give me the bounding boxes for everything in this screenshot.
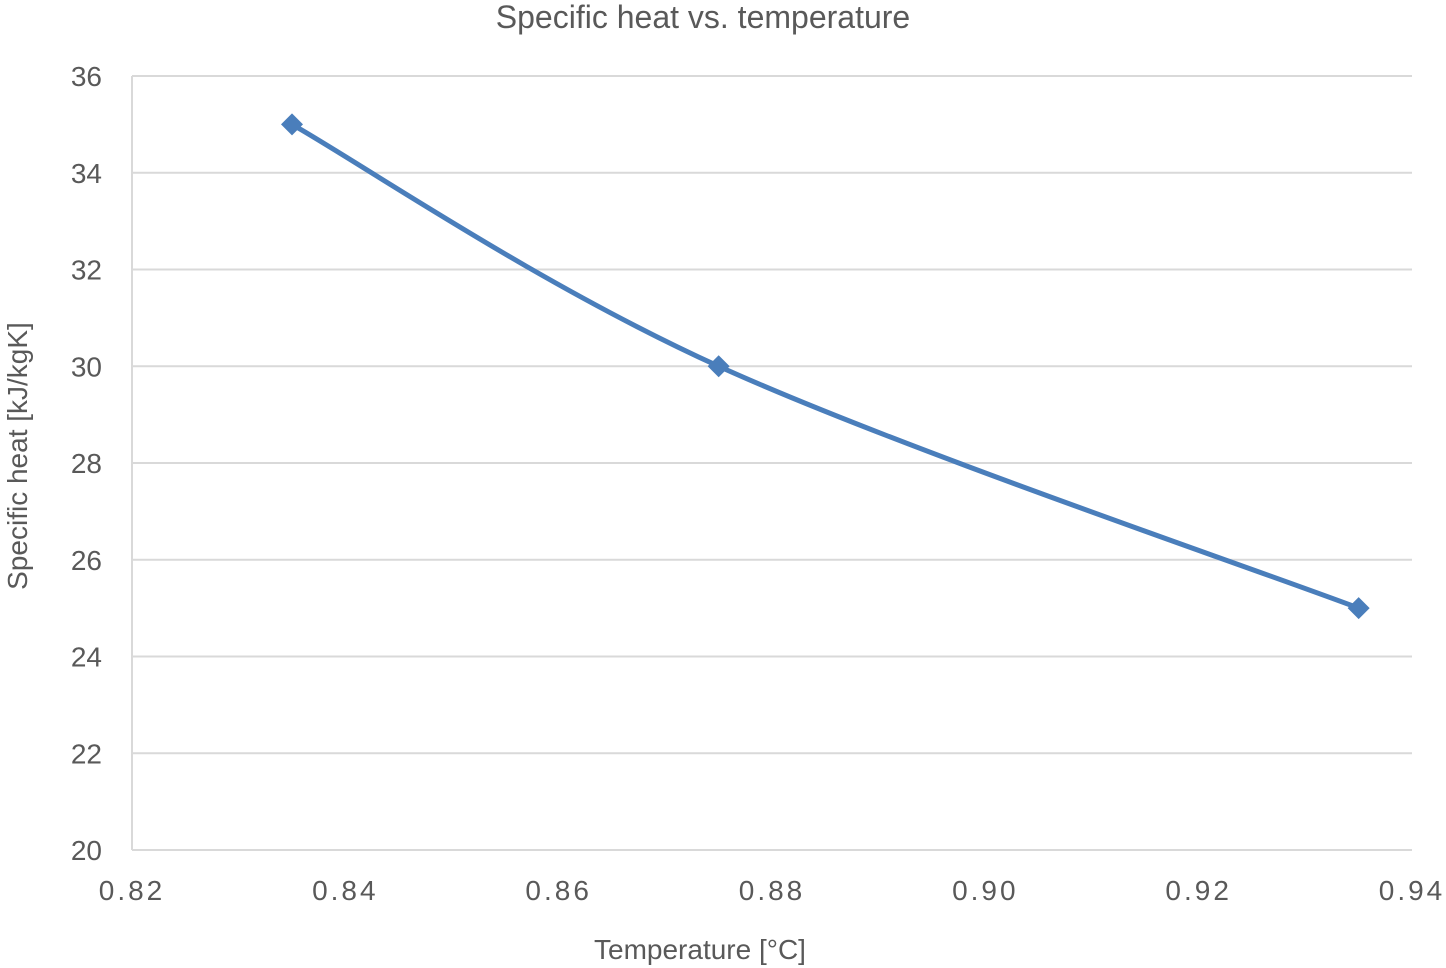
series-layer bbox=[289, 121, 1362, 611]
data-point-marker-2 bbox=[1347, 597, 1370, 620]
chart-title: Specific heat vs. temperature bbox=[496, 0, 910, 35]
y-tick-label-24: 24 bbox=[71, 642, 102, 673]
y-tick-label-20: 20 bbox=[71, 835, 102, 866]
y-tick-label-30: 30 bbox=[71, 351, 102, 382]
y-axis-label: Specific heat [kJ/kgK] bbox=[2, 322, 33, 590]
x-tick-label-0.94: 0.94 bbox=[1379, 875, 1446, 906]
y-tick-label-28: 28 bbox=[71, 448, 102, 479]
grid-lines bbox=[131, 75, 1412, 851]
x-tick-label-0.84: 0.84 bbox=[312, 875, 379, 906]
y-tick-label-34: 34 bbox=[71, 158, 102, 189]
data-point-marker-0 bbox=[281, 113, 303, 136]
y-axis-ticks: 20 22 24 26 28 30 32 34 36 bbox=[71, 61, 102, 866]
x-axis-label: Temperature [°C] bbox=[594, 934, 806, 965]
x-tick-label-0.90: 0.90 bbox=[952, 875, 1019, 906]
series-line-0 bbox=[289, 121, 1362, 611]
marker-layer bbox=[281, 113, 1370, 620]
y-tick-label-32: 32 bbox=[71, 255, 102, 286]
x-tick-label-0.86: 0.86 bbox=[525, 875, 592, 906]
x-tick-label-0.92: 0.92 bbox=[1165, 875, 1232, 906]
y-tick-label-22: 22 bbox=[71, 738, 102, 769]
x-axis-ticks: 0.82 0.84 0.86 0.88 0.90 0.92 0.94 bbox=[99, 875, 1446, 906]
y-tick-label-36: 36 bbox=[71, 61, 102, 92]
x-tick-label-0.88: 0.88 bbox=[739, 875, 806, 906]
y-tick-label-26: 26 bbox=[71, 545, 102, 576]
x-tick-label-0.82: 0.82 bbox=[99, 875, 166, 906]
data-point-marker-1 bbox=[707, 355, 730, 378]
